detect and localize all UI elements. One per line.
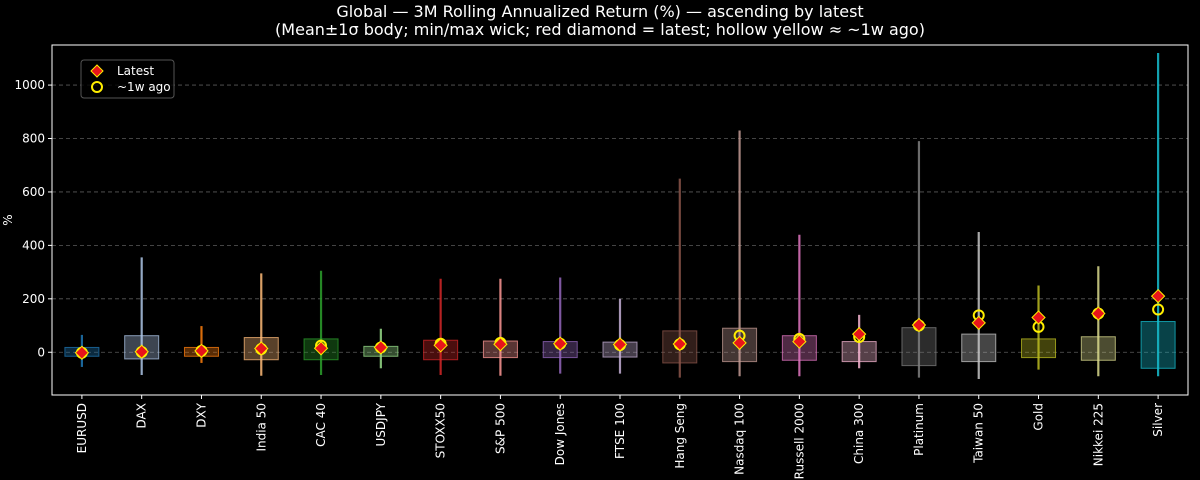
xtick-label: FTSE 100 xyxy=(613,403,627,459)
mean-sd-body xyxy=(961,333,997,363)
ytick-label: 800 xyxy=(22,132,45,146)
xtick-label: Platinum xyxy=(912,403,926,456)
series-usdjpy xyxy=(363,328,399,369)
mean-sd-body xyxy=(901,327,937,367)
xtick-label: DXY xyxy=(194,402,208,427)
series-china-300 xyxy=(841,314,877,369)
latest-marker xyxy=(553,336,568,351)
latest-marker xyxy=(1150,288,1166,304)
mean-sd-body xyxy=(1080,336,1116,361)
xtick-label: Nikkei 225 xyxy=(1091,403,1105,466)
latest-marker xyxy=(612,337,628,352)
mean-sd-body xyxy=(1021,338,1057,359)
series-ftse-100 xyxy=(602,298,638,374)
plot-marks xyxy=(64,53,1176,379)
latest-marker xyxy=(732,335,747,351)
series-dxy xyxy=(183,326,219,363)
series-dow-jones xyxy=(542,277,578,374)
latest-marker xyxy=(194,343,209,359)
xtick-label: S&P 500 xyxy=(493,403,507,454)
xtick-label: CAC 40 xyxy=(314,403,328,447)
latest-marker xyxy=(134,344,149,359)
xtick-label: India 50 xyxy=(254,403,268,452)
latest-marker xyxy=(493,337,508,352)
xtick-label: Gold xyxy=(1032,403,1046,431)
xtick-label: Nasdaq 100 xyxy=(733,403,747,475)
series-stoxx50 xyxy=(423,278,459,375)
ytick-label: 400 xyxy=(22,238,45,252)
xtick-label: USDJPY xyxy=(374,402,388,446)
chart-subtitle: (Mean±1σ body; min/max wick; red diamond… xyxy=(275,20,925,39)
xtick-label: EURUSD xyxy=(75,403,89,453)
xtick-label: Russell 2000 xyxy=(792,403,806,479)
latest-marker xyxy=(74,345,90,360)
ytick-label: 600 xyxy=(22,185,45,199)
legend-latest-label: Latest xyxy=(117,64,154,78)
ytick-label: 200 xyxy=(22,292,45,306)
latest-marker xyxy=(1091,306,1106,321)
latest-marker xyxy=(792,334,807,349)
latest-marker xyxy=(851,326,867,342)
legend: Latest ~1w ago xyxy=(80,59,175,99)
y-axis-label: % xyxy=(1,214,15,225)
series-hang-seng xyxy=(662,178,698,378)
series-platinum xyxy=(901,141,937,378)
series-gold xyxy=(1021,285,1057,370)
axes: 0 200 400 600 800 1000% EURUSD DAX DXY India 50 CA… xyxy=(1,44,1189,479)
xtick-label: Hang Seng xyxy=(673,403,687,469)
ytick-label: 0 xyxy=(37,345,45,359)
xtick-label: Taiwan 50 xyxy=(972,403,986,464)
series-cac-40 xyxy=(303,270,339,375)
legend-week-ago-label: ~1w ago xyxy=(117,80,171,94)
mean-sd-body xyxy=(1140,321,1176,369)
latest-marker xyxy=(313,341,329,356)
series-india-50 xyxy=(243,273,279,376)
series-nasdaq-100 xyxy=(722,130,758,377)
week-ago-marker xyxy=(1152,303,1165,316)
latest-marker xyxy=(373,340,389,355)
latest-marker xyxy=(1031,310,1046,325)
legend-box xyxy=(80,59,175,99)
series-nikkei-225 xyxy=(1080,266,1116,377)
series-s-p-500 xyxy=(482,278,518,376)
xtick-label: STOXX50 xyxy=(434,403,448,458)
legend-latest-icon xyxy=(90,64,104,78)
xtick-label: Silver xyxy=(1151,403,1165,437)
latest-marker xyxy=(971,315,986,331)
xtick-label: China 300 xyxy=(852,403,866,464)
series-russell-2000 xyxy=(781,234,817,377)
series-silver xyxy=(1140,53,1176,377)
xtick-label: Dow Jones xyxy=(553,403,567,465)
series-taiwan-50 xyxy=(961,232,997,379)
chart-title: Global — 3M Rolling Annualized Return (%… xyxy=(336,2,864,21)
legend-week-ago-icon xyxy=(91,81,103,93)
xtick-label: DAX xyxy=(135,403,149,428)
series-dax xyxy=(124,257,160,375)
latest-marker xyxy=(911,317,927,333)
latest-marker xyxy=(672,336,687,352)
latest-marker xyxy=(254,341,269,356)
series-eurusd xyxy=(64,334,100,367)
ytick-label: 1000 xyxy=(14,78,45,92)
mean-sd-body xyxy=(841,341,877,363)
latest-marker xyxy=(433,338,448,353)
